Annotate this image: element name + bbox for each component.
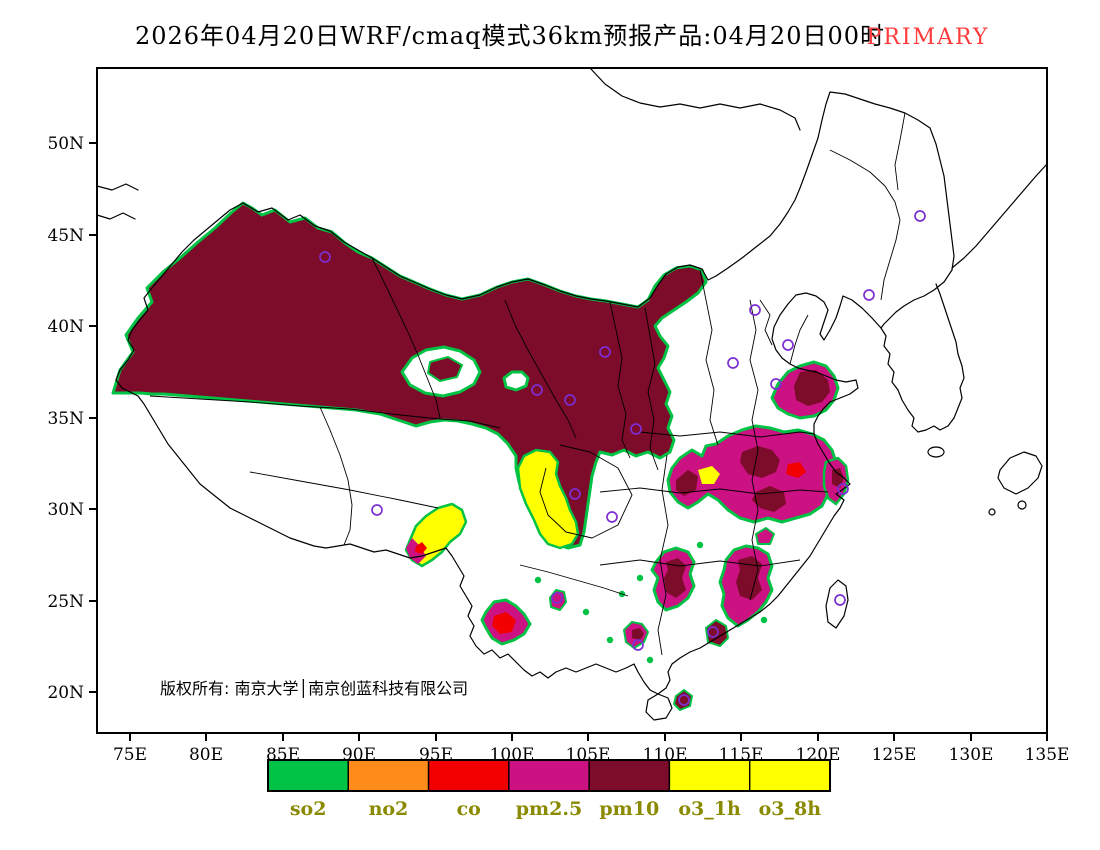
- region-hunan-core: [664, 558, 686, 598]
- geography-layer: [96, 67, 1048, 721]
- so2-speck: [696, 541, 704, 549]
- so2-speck: [760, 616, 768, 624]
- station-marker: [632, 639, 644, 651]
- station-marker: [319, 251, 331, 263]
- legend-label-pm10: pm10: [599, 798, 659, 820]
- station-marker: [371, 504, 383, 516]
- station-marker: [599, 346, 611, 358]
- station-marker: [569, 488, 581, 500]
- taiwan-coastline: [825, 579, 849, 629]
- legend-label-o3_8h: o3_8h: [759, 798, 822, 820]
- station-marker: [531, 384, 543, 396]
- region-spot-anhui-south: [755, 527, 775, 545]
- region-o3-strip-sichuan: [516, 448, 580, 550]
- china-coastline: [115, 91, 955, 695]
- lat-label: 50N: [47, 134, 84, 154]
- jeju-island: [927, 446, 945, 458]
- region-jiangxi-core: [736, 556, 762, 600]
- legend-swatch-no2: [347, 759, 430, 792]
- primary-label: PRIMARY: [867, 25, 990, 50]
- lon-label: 75E: [113, 745, 147, 765]
- region-central-core-1: [740, 446, 780, 478]
- station-marker: [782, 339, 794, 351]
- copyright-text: 版权所有: 南京大学│南京创蓝科技有限公司: [160, 678, 468, 698]
- station-marker: [630, 423, 642, 435]
- region-spot-leizhou: [673, 689, 693, 711]
- legend-label-o3_1h: o3_1h: [678, 798, 741, 820]
- station-marker: [770, 378, 782, 390]
- legend-swatch-co: [427, 759, 510, 792]
- pollution-regions-layer: [111, 201, 850, 711]
- kyushu-coastline: [997, 451, 1043, 495]
- lon-label: 130E: [949, 745, 994, 765]
- station-marker: [606, 511, 618, 523]
- page-title: 2026年04月20日WRF/cmaq模式36km预报产品:04月20日00时: [135, 22, 885, 50]
- station-marker: [914, 210, 926, 222]
- station-marker: [551, 592, 563, 604]
- legend-swatch-pm10: [588, 759, 671, 792]
- region-coastal-shanghai-core: [832, 468, 844, 488]
- legend-swatch-o3_1h: [668, 759, 751, 792]
- lat-label: 45N: [47, 226, 84, 246]
- kazakh-border-lines: [96, 183, 139, 220]
- so2-speck: [534, 576, 542, 584]
- lon-label: 135E: [1025, 745, 1070, 765]
- station-marker: [837, 483, 849, 495]
- island-small-1: [1017, 500, 1027, 510]
- region-yunnan-guizhou-red: [492, 612, 516, 634]
- region-central-red-spot: [786, 462, 806, 478]
- region-qaidam-island: [427, 356, 463, 382]
- so2-speck: [582, 608, 590, 616]
- lat-label: 30N: [47, 500, 84, 520]
- legend-swatch-o3_8h: [749, 759, 831, 792]
- station-markers-layer: [319, 210, 926, 706]
- region-hebei-shandong-core: [794, 370, 830, 406]
- island-small-2: [988, 508, 996, 516]
- station-marker: [863, 289, 875, 301]
- province-borders: [149, 112, 906, 656]
- lat-label: 20N: [47, 683, 84, 703]
- station-marker: [564, 394, 576, 406]
- so2-speck: [636, 574, 644, 582]
- region-spot-guangxi-core: [632, 628, 644, 640]
- lon-label: 125E: [872, 745, 917, 765]
- region-sw-red-speck: [415, 542, 427, 554]
- legend-colorbar: so2 no2 co pm2.5 pm10 o3_1h o3_8h: [267, 759, 831, 820]
- region-central-yellow-spot: [698, 466, 720, 484]
- legend-label-co: co: [457, 798, 481, 820]
- legend-frame: [267, 759, 831, 792]
- lat-label: 35N: [47, 409, 84, 429]
- station-marker: [834, 594, 846, 606]
- legend-label-so2: so2: [290, 798, 327, 820]
- legend-swatch-so2: [267, 759, 349, 792]
- lat-label: 40N: [47, 317, 84, 337]
- lat-label: 25N: [47, 592, 84, 612]
- russia-coastline: [951, 163, 1048, 269]
- so2-speck: [646, 656, 654, 664]
- region-central-core-3: [676, 470, 698, 496]
- station-marker: [707, 626, 719, 638]
- station-marker: [727, 357, 739, 369]
- station-marker: [749, 304, 761, 316]
- legend-swatch-pm2.5: [508, 759, 590, 792]
- legend-label-no2: no2: [369, 798, 409, 820]
- hainan-coastline: [645, 693, 673, 721]
- mongolia-russia-border: [589, 67, 801, 131]
- korea-coastline: [880, 283, 965, 433]
- legend-label-pm2.5: pm2.5: [516, 798, 582, 820]
- station-marker: [678, 694, 690, 706]
- so2-speck: [606, 636, 614, 644]
- lon-label: 80E: [189, 745, 223, 765]
